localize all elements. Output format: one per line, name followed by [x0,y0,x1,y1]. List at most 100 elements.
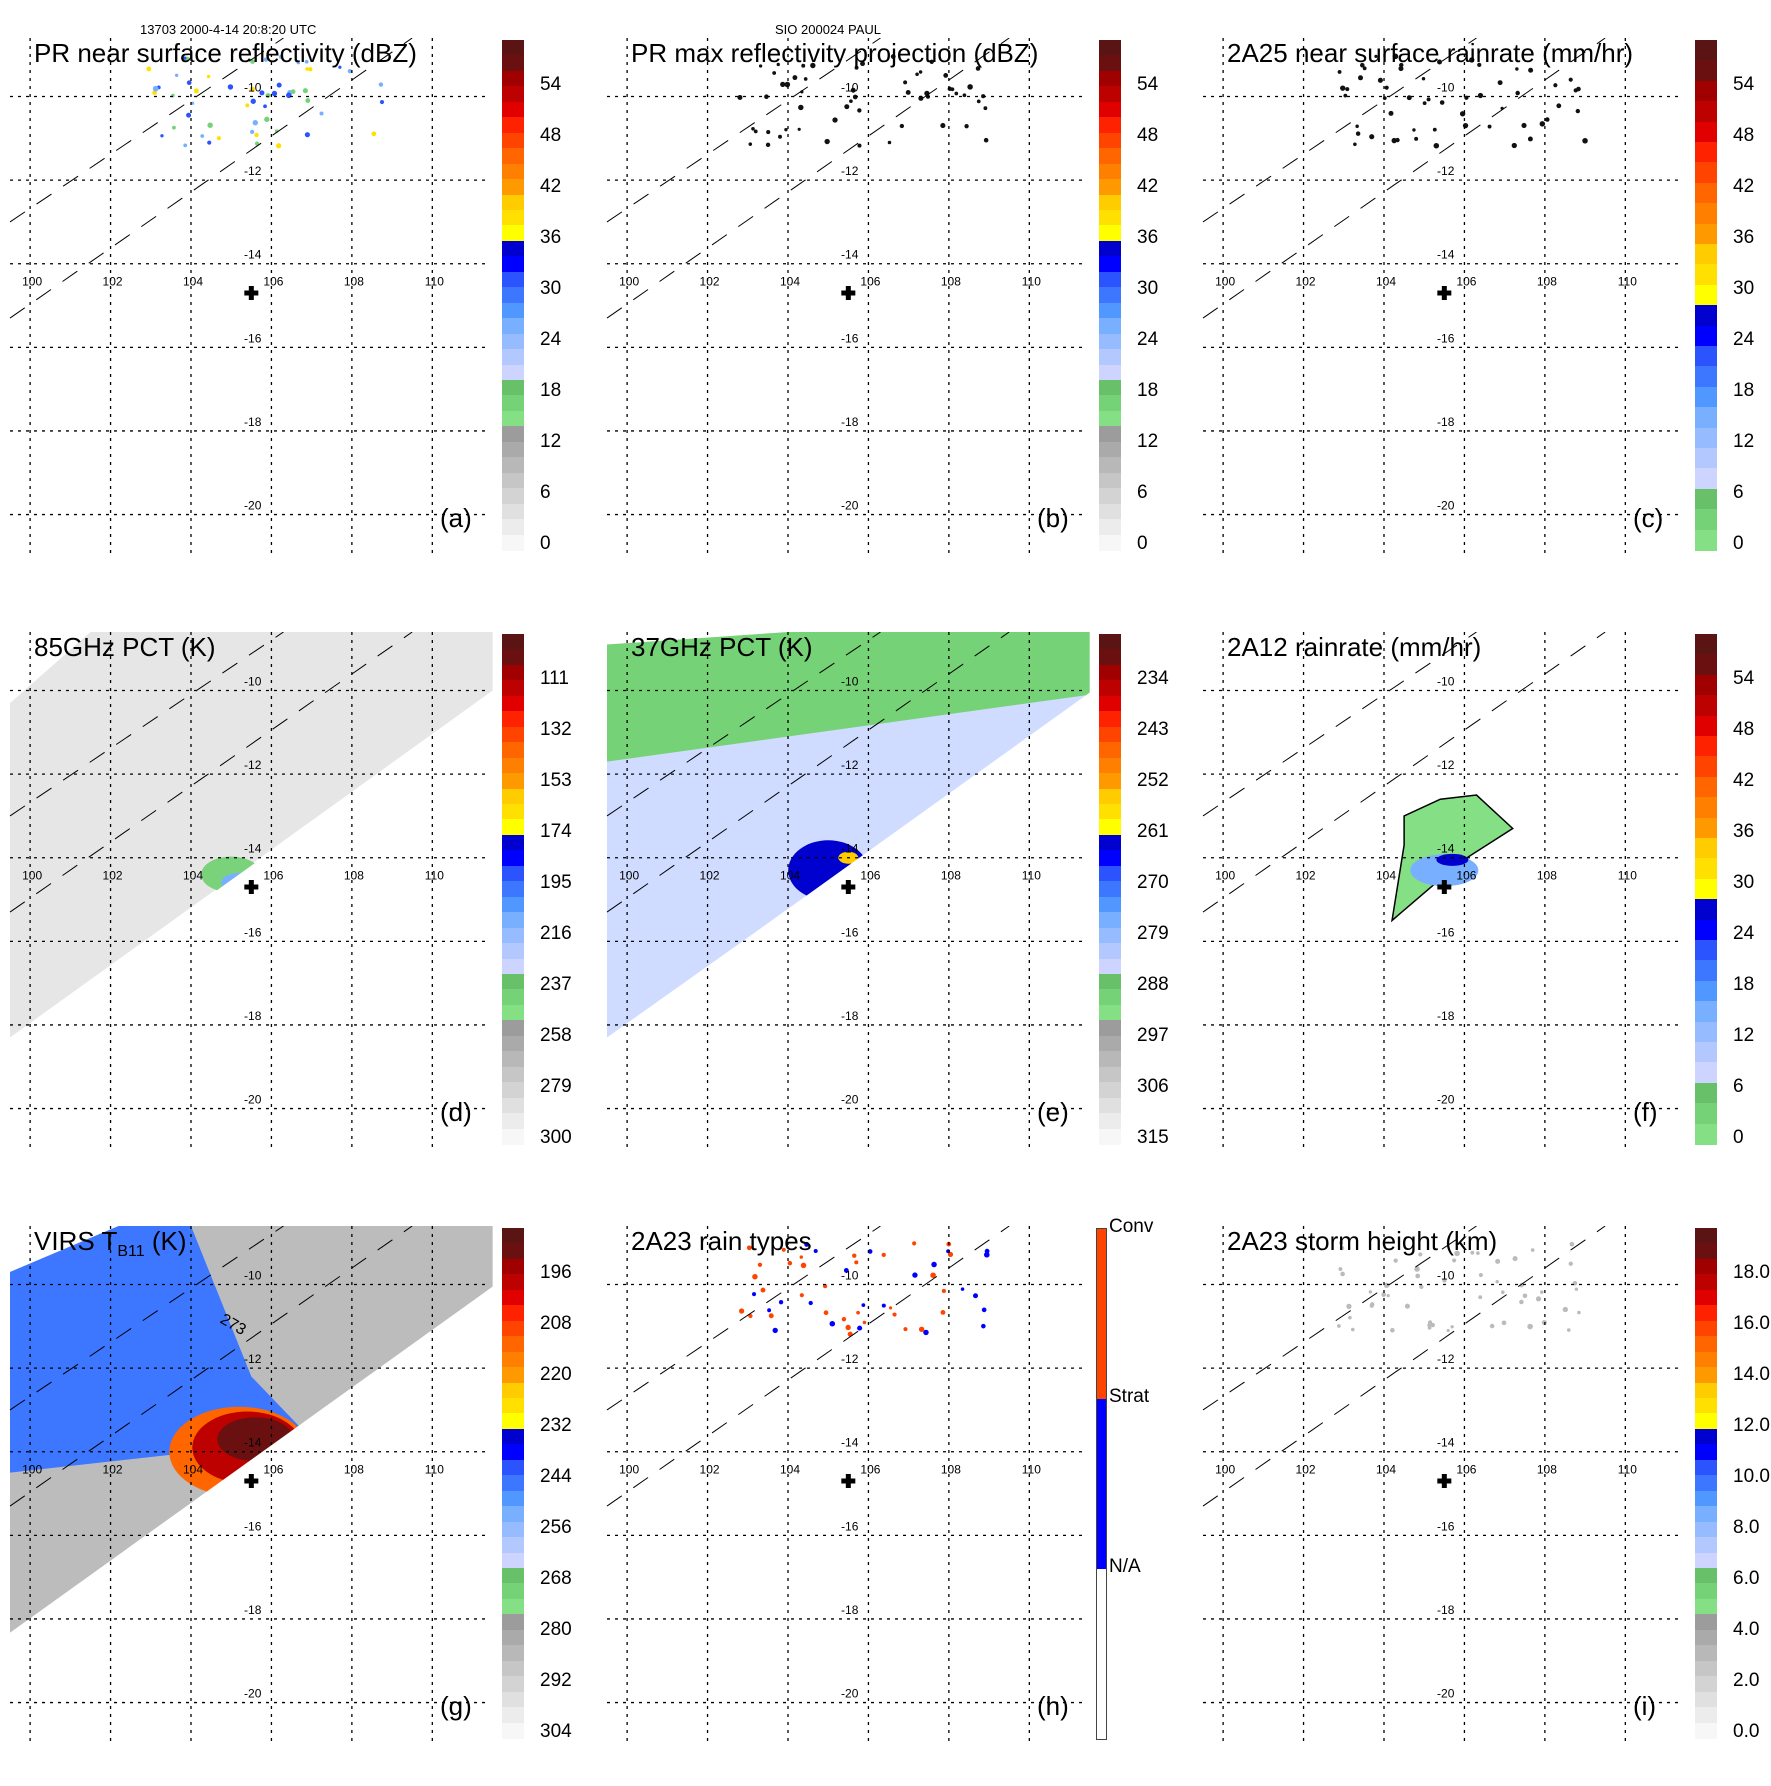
colorbar-segment [1099,287,1121,304]
pr-swath-edge [9,632,413,913]
colorbar-segment [1099,711,1121,728]
echo-pixel [254,132,259,138]
echo-pixel [799,1255,803,1259]
colorbar-segment [1695,1660,1717,1677]
colorbar-segment [1099,788,1121,805]
echo-pixel [1574,1287,1579,1291]
colorbar [1695,40,1717,551]
colorbar [502,634,524,1145]
lat-tick-label: -12 [1437,1352,1455,1366]
colorbar-segment [1099,834,1121,851]
echo-pixel [308,67,313,72]
echo-pixel [191,101,195,105]
colorbar-segment [1695,325,1717,347]
colorbar-segment [1099,349,1121,366]
tmi-swath [10,632,493,1038]
colorbar-segment [1695,1398,1717,1415]
colorbar-tick-label: 6 [1733,482,1744,503]
colorbar-segment [502,1490,524,1507]
lat-tick-label: -18 [244,1603,262,1617]
echo-pixel [1368,1290,1373,1294]
colorbar-segment [1099,40,1121,57]
echo-pixel [881,1303,886,1308]
echo-pixel [249,86,256,93]
colorbar-segment [1099,210,1121,227]
colorbar-segment [1695,715,1717,737]
echo-pixel [263,57,269,62]
lon-tick-label: 100 [22,869,42,883]
echo-pixel [772,1327,778,1334]
colorbar-segment [1695,838,1717,859]
colorbar-segment [1695,244,1717,265]
echo-pixel [1422,101,1427,106]
echo-pixel [263,104,267,109]
echo-pixel [981,1307,987,1313]
colorbar-segment [1099,896,1121,913]
echo-pixel [1535,1296,1542,1302]
colorbar-segment [502,1645,524,1662]
colorbar-segment [502,349,524,366]
lat-tick-label: -20 [1437,1093,1455,1107]
lon-tick-label: 102 [1296,275,1316,289]
colorbar-tick-label: 18 [1137,380,1159,401]
colorbar-tick-label: 54 [1137,74,1159,95]
colorbar-segment [1099,86,1121,103]
lon-tick-label: 110 [1022,869,1041,883]
colorbar-segment [502,974,524,991]
echo-pixel [930,1272,936,1279]
colorbar-segment [1695,960,1717,982]
lat-tick-label: -14 [1437,248,1455,262]
colorbar-segment [502,1506,524,1523]
echo-pixel [172,125,176,130]
echo-pixel [954,91,959,96]
colorbar-segment [1695,1413,1717,1430]
lat-tick-label: -20 [841,1687,859,1701]
colorbar-segment [1695,1320,1717,1337]
colorbar-segment [502,410,524,427]
colorbar [1099,40,1121,551]
echo-pixel [798,104,804,111]
colorbar-segment [1695,654,1717,676]
storm-id: SIO 200024 PAUL [775,22,881,37]
echo-pixel [264,116,270,123]
echo-pixel [752,1273,758,1280]
lon-tick-label: 110 [1618,1463,1637,1477]
echo-pixel [200,134,205,138]
lat-tick-label: -10 [841,1269,859,1283]
colorbar-segment [502,1035,524,1052]
lat-tick-label: -20 [841,499,859,513]
colorbar-segment [502,649,524,666]
echo-pixel [849,99,853,104]
echo-pixel [1399,62,1404,68]
colorbar-segment [502,163,524,180]
colorbar-segment [1695,634,1717,655]
colorbar-tick-label: 279 [540,1076,572,1097]
echo-pixel [193,88,199,94]
colorbar-tick-label: 300 [540,1127,572,1148]
colorbar-segment [1695,1676,1717,1693]
echo-pixel [1582,138,1588,144]
colorbar-segment [1099,1020,1121,1037]
echo-pixel [1350,1327,1355,1332]
echo-pixel [778,134,782,139]
colorbar-segment [1099,519,1121,536]
colorbar-tick-label: 30 [1733,872,1755,893]
colorbar-segment [502,1228,524,1245]
lon-tick-label: 102 [1296,1463,1316,1477]
colorbar-tick-label: 234 [1137,668,1169,689]
colorbar-tick-label: 216 [540,923,572,944]
echo-pixel [319,111,324,116]
echo-pixel [1388,110,1394,116]
colorbar-segment [1695,1475,1717,1492]
colorbar-segment [502,457,524,474]
colorbar-tick-label: 292 [540,1670,572,1691]
echo-pixel [1539,121,1546,127]
plus-marker-icon [841,286,856,300]
colorbar-segment [502,1629,524,1646]
colorbar-segment [1099,943,1121,960]
echo-pixel [1338,1267,1343,1271]
colorbar-segment [1695,468,1717,490]
colorbar-segment [502,1660,524,1677]
colorbar-segment [1099,441,1121,458]
colorbar-segment [502,757,524,774]
